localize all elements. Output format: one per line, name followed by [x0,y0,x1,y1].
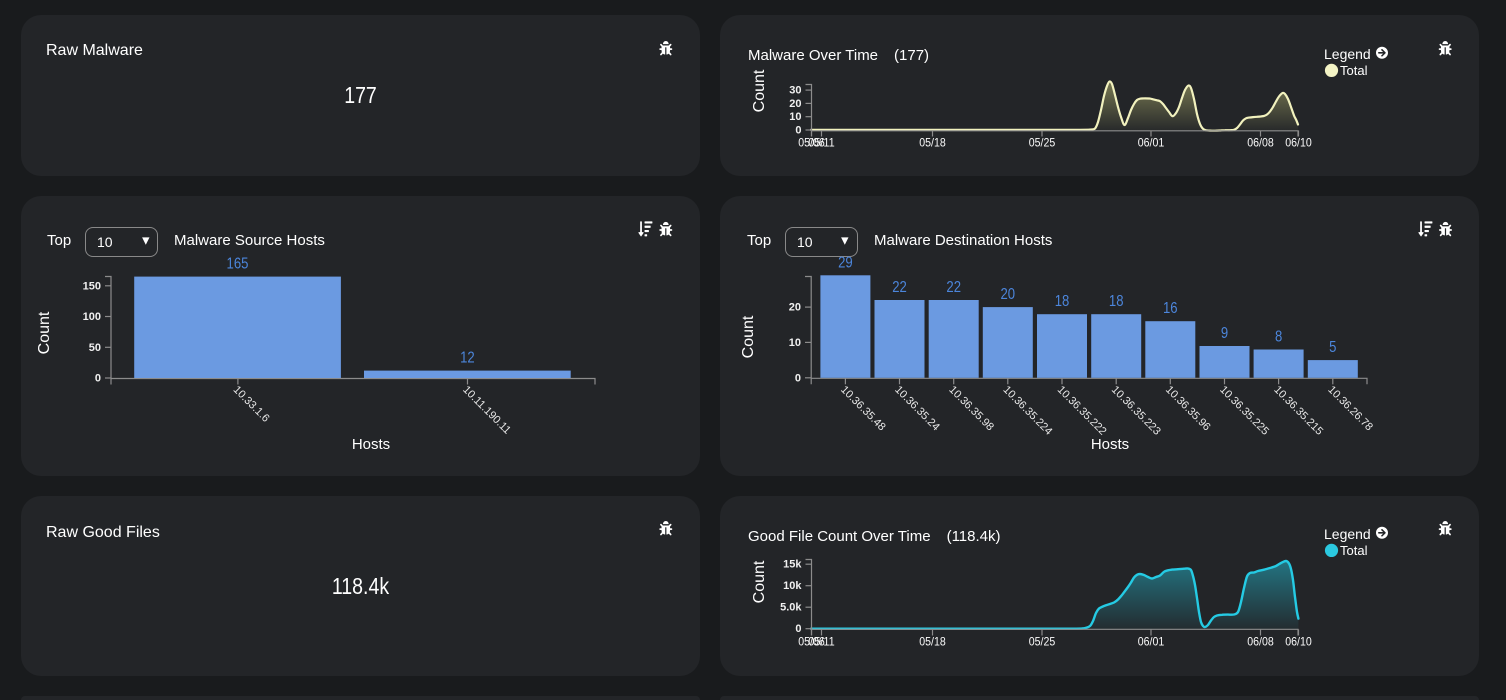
svg-text:15k: 15k [783,559,802,571]
svg-text:10.36.35.225: 10.36.35.225 [1217,384,1271,438]
svg-text:5.0k: 5.0k [780,602,802,614]
svg-text:06/08: 06/08 [1247,635,1274,649]
svg-text:20: 20 [789,302,801,314]
svg-text:18: 18 [1109,293,1124,310]
svg-text:Count: Count [740,315,757,358]
svg-text:10.11.190.11: 10.11.190.11 [460,384,513,437]
svg-text:9: 9 [1221,325,1228,342]
svg-text:10.36.35.222: 10.36.35.222 [1055,384,1109,438]
svg-text:18: 18 [1055,293,1070,310]
svg-text:Count: Count [751,69,768,112]
svg-text:100: 100 [83,311,101,323]
svg-text:10k: 10k [783,580,802,592]
svg-text:05/25: 05/25 [1029,136,1056,150]
svg-text:0: 0 [95,373,101,385]
svg-text:5: 5 [1329,339,1336,356]
svg-text:20: 20 [1001,286,1016,303]
svg-text:12: 12 [460,350,475,367]
svg-text:10.36.35.96: 10.36.35.96 [1163,384,1213,434]
svg-text:06/10: 06/10 [1285,635,1312,649]
svg-text:05/25: 05/25 [1029,635,1056,649]
svg-text:10.36.35.223: 10.36.35.223 [1109,384,1163,438]
svg-text:05/11: 05/11 [808,136,835,150]
svg-text:10.36.26.78: 10.36.26.78 [1325,384,1375,434]
svg-text:Count: Count [751,560,768,603]
svg-text:10.36.35.24: 10.36.35.24 [892,384,942,434]
svg-text:05/06: 05/06 [798,136,825,150]
svg-text:10.36.35.215: 10.36.35.215 [1271,384,1325,438]
svg-text:20: 20 [789,98,801,110]
svg-text:06/01: 06/01 [1138,635,1165,649]
svg-text:0: 0 [795,372,801,384]
svg-text:0: 0 [795,125,801,137]
svg-text:Count: Count [36,311,53,354]
svg-text:05/06: 05/06 [798,635,825,649]
svg-text:10: 10 [789,111,801,123]
svg-text:10: 10 [789,337,801,349]
svg-text:30: 30 [789,85,801,97]
svg-text:10.36.35.48: 10.36.35.48 [838,384,888,434]
svg-text:10.36.35.224: 10.36.35.224 [1001,384,1055,438]
svg-text:05/18: 05/18 [919,136,946,150]
svg-text:06/08: 06/08 [1247,136,1274,150]
svg-text:05/18: 05/18 [919,635,946,649]
svg-text:10.33.1.6: 10.33.1.6 [231,384,272,425]
svg-text:150: 150 [83,280,101,292]
svg-text:50: 50 [89,342,101,354]
svg-text:Hosts: Hosts [352,436,390,453]
svg-text:22: 22 [892,279,907,296]
svg-text:06/10: 06/10 [1285,136,1312,150]
svg-text:165: 165 [227,256,249,273]
svg-text:Hosts: Hosts [1091,436,1129,453]
svg-text:10.36.35.98: 10.36.35.98 [946,384,996,434]
svg-text:0: 0 [795,623,801,635]
svg-text:8: 8 [1275,329,1282,346]
svg-text:05/11: 05/11 [808,635,835,649]
svg-text:29: 29 [838,254,853,271]
svg-text:06/01: 06/01 [1138,136,1165,150]
svg-text:16: 16 [1163,300,1178,317]
svg-text:22: 22 [946,279,961,296]
